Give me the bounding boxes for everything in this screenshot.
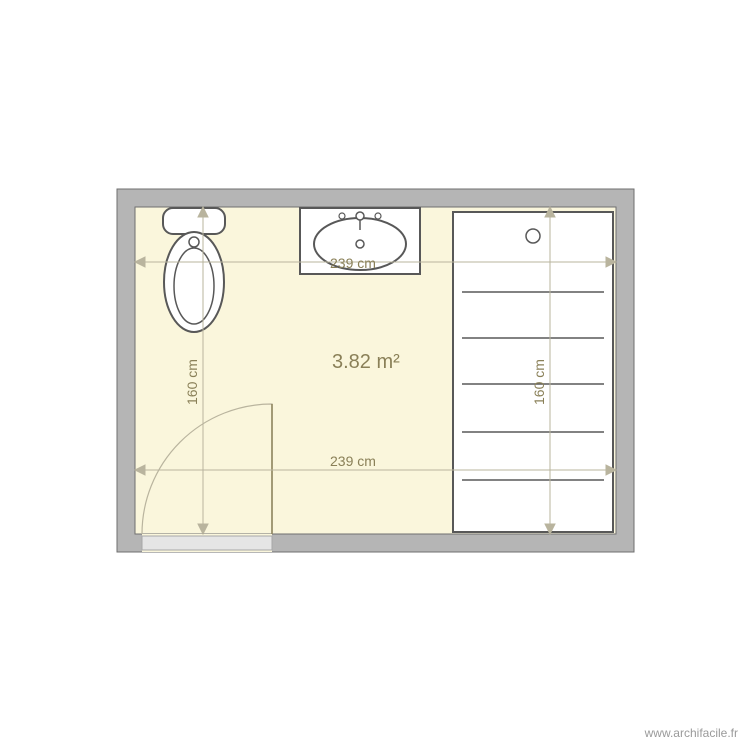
shower-drain (526, 229, 540, 243)
toilet-seat (174, 248, 214, 324)
dim-label-width-top: 239 cm (330, 255, 376, 271)
door-threshold (142, 536, 272, 550)
dim-label-width-bottom: 239 cm (330, 453, 376, 469)
sink-faucet (356, 212, 364, 220)
area-label: 3.82 m² (332, 351, 400, 373)
watermark: www.archifacile.fr (645, 726, 738, 740)
floorplan-svg: 239 cm 239 cm 160 cm 160 cm 3.82 m² (0, 0, 750, 750)
floorplan-canvas: 239 cm 239 cm 160 cm 160 cm 3.82 m² (0, 0, 750, 750)
toilet-hinge (189, 237, 199, 247)
sink-handle (375, 213, 381, 219)
toilet (163, 208, 225, 332)
dim-label-height-right: 160 cm (531, 359, 547, 405)
dim-label-height-left: 160 cm (184, 359, 200, 405)
sink-handle (339, 213, 345, 219)
toilet-tank (163, 208, 225, 234)
